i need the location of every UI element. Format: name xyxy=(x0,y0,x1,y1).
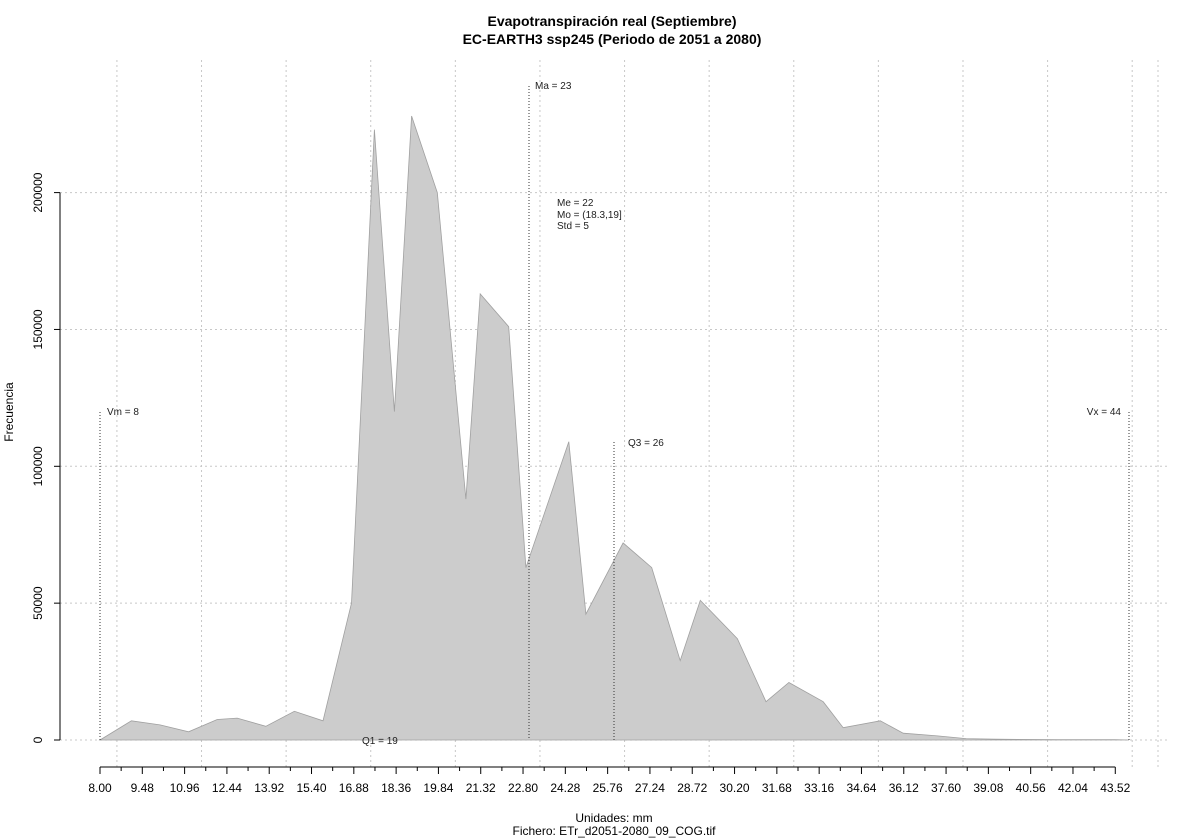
x-tick-label: 8.00 xyxy=(88,781,112,795)
x-tick-label: 39.08 xyxy=(973,781,1003,795)
x-tick-label: 12.44 xyxy=(212,781,242,795)
q1-label: Q1 = 19 xyxy=(362,736,398,747)
y-axis-label: Frecuencia xyxy=(2,382,16,442)
x-tick-label: 22.80 xyxy=(508,781,538,795)
x-tick-label: 34.64 xyxy=(846,781,876,795)
x-tick-label: 36.12 xyxy=(889,781,919,795)
y-tick-label: 100000 xyxy=(31,446,45,486)
x-tick-label: 40.56 xyxy=(1016,781,1046,795)
x-tick-label: 21.32 xyxy=(466,781,496,795)
x-ticks: 8.00 9.48 10.96 12.44 13.92 15.40 16.88 18.36 19… xyxy=(88,767,1131,795)
x-tick-label: 10.96 xyxy=(170,781,200,795)
median-label: Me = 22 xyxy=(557,198,594,209)
x-tick-label: 31.68 xyxy=(762,781,792,795)
ma-label: Ma = 23 xyxy=(535,81,572,92)
y-tick-label: 50000 xyxy=(31,586,45,620)
mode-label: Mo = (18.3,19] xyxy=(557,210,622,221)
chart-subtitle: EC-EARTH3 ssp245 (Periodo de 2051 a 2080… xyxy=(463,31,762,47)
x-tick-label: 25.76 xyxy=(593,781,623,795)
vx-label: Vx = 44 xyxy=(1087,407,1122,418)
x-tick-label: 9.48 xyxy=(131,781,155,795)
x-tick-label: 43.52 xyxy=(1100,781,1130,795)
x-axis-label: Unidades: mm xyxy=(575,811,652,825)
x-tick-label: 16.88 xyxy=(339,781,369,795)
x-tick-label: 37.60 xyxy=(931,781,961,795)
x-tick-label: 42.04 xyxy=(1058,781,1088,795)
x-tick-label: 33.16 xyxy=(804,781,834,795)
x-tick-label: 15.40 xyxy=(297,781,327,795)
x-tick-label: 13.92 xyxy=(254,781,284,795)
x-tick-label: 28.72 xyxy=(677,781,707,795)
y-tick-label: 200000 xyxy=(31,172,45,212)
x-tick-label: 18.36 xyxy=(381,781,411,795)
x-tick-label: 19.84 xyxy=(423,781,453,795)
std-label: Std = 5 xyxy=(557,221,589,232)
x-tick-label: 24.28 xyxy=(550,781,580,795)
annotation-lines xyxy=(99,86,1130,740)
q3-label: Q3 = 26 xyxy=(628,438,664,449)
chart-title: Evapotranspiración real (Septiembre) xyxy=(488,13,737,29)
x-tick-label: 30.20 xyxy=(720,781,750,795)
y-tick-label: 150000 xyxy=(31,309,45,349)
file-name-label: Fichero: ETr_d2051-2080_09_COG.tif xyxy=(513,824,717,838)
vm-label: Vm = 8 xyxy=(107,407,139,418)
y-ticks: 0 50000 100000 150000 200000 xyxy=(31,172,60,743)
x-tick-label: 27.24 xyxy=(635,781,665,795)
frequency-area xyxy=(98,115,1130,741)
y-tick-label: 0 xyxy=(31,736,45,743)
